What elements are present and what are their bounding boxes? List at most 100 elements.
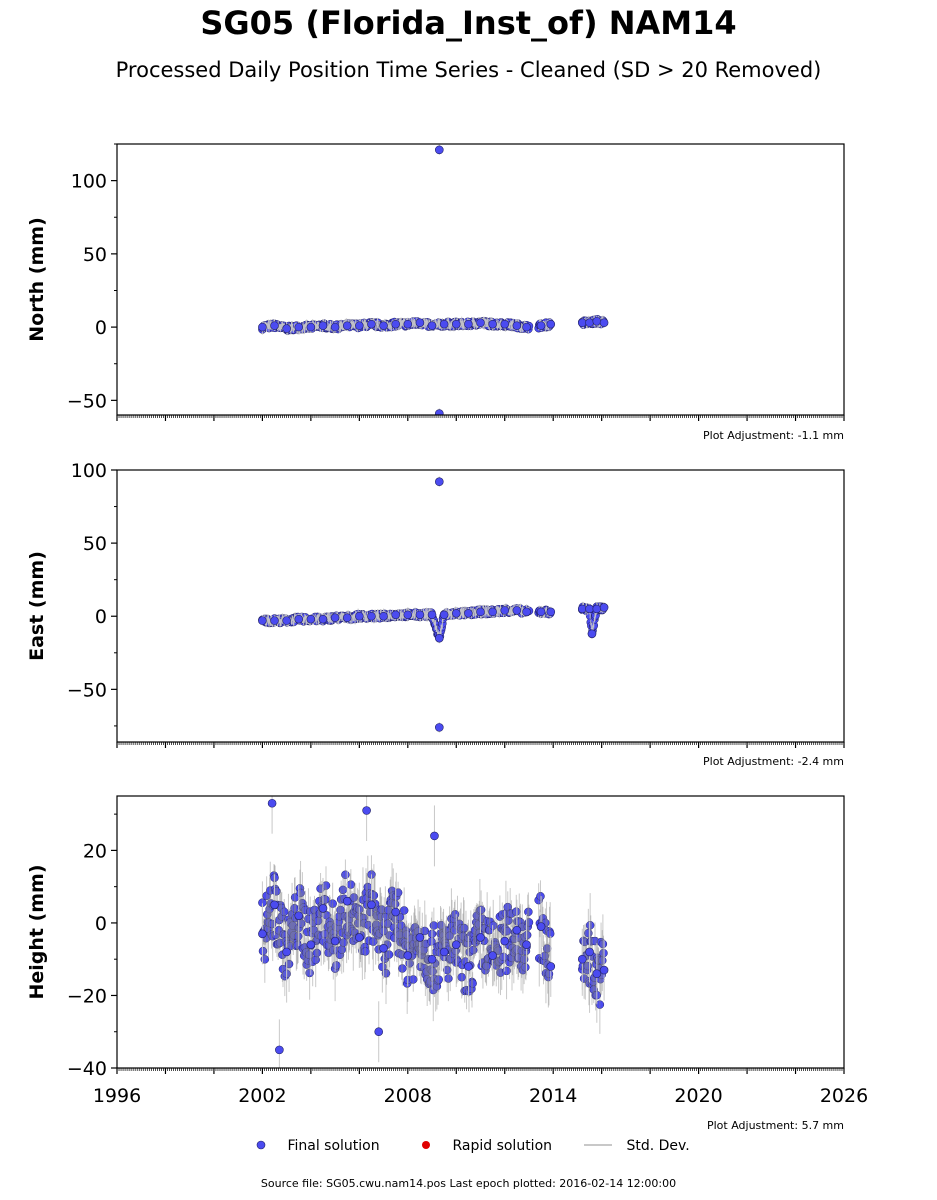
height-point <box>336 905 345 915</box>
north-ytick-label: 0 <box>95 317 107 339</box>
height-data-point <box>367 900 376 910</box>
height-data-point <box>500 936 510 946</box>
east-data-point <box>464 609 473 618</box>
height-point <box>522 930 532 940</box>
height-ytick-label: −20 <box>67 985 107 1007</box>
height-data-point <box>362 806 371 815</box>
east-ytick-label: 0 <box>95 606 107 628</box>
height-point <box>434 975 443 984</box>
north-ylabel: North (mm) <box>26 217 48 342</box>
height-data-point <box>403 951 413 960</box>
north-data-point <box>367 319 376 329</box>
east-data-point <box>536 607 546 617</box>
height-xtick-label: 2008 <box>384 1085 432 1107</box>
height-point <box>488 921 498 930</box>
height-point <box>258 946 268 956</box>
height-data-point <box>318 904 328 913</box>
height-xtick-label: 1996 <box>93 1085 141 1107</box>
east-data-point <box>258 616 267 625</box>
legend-rapid-label: Rapid solution <box>452 1138 553 1154</box>
north-data-point <box>306 322 316 332</box>
height-point <box>476 905 486 915</box>
north-data-point <box>488 319 497 329</box>
height-data-point <box>476 933 485 942</box>
east-data-point <box>294 614 304 624</box>
height-xtick-label: 2014 <box>529 1085 577 1107</box>
north-data-point <box>415 318 425 328</box>
height-point-cloud <box>258 870 608 1009</box>
height-data-point <box>592 969 602 979</box>
east-plot-adjustment: Plot Adjustment: -2.4 mm <box>703 755 844 768</box>
height-xtick-label: 2026 <box>820 1085 868 1107</box>
height-point <box>545 929 555 938</box>
height-data-point <box>599 965 609 975</box>
height-point <box>312 948 322 958</box>
legend-std-label: Std. Dev. <box>626 1138 690 1154</box>
height-point <box>384 950 394 959</box>
height-data-point <box>439 947 449 957</box>
height-data-point <box>585 947 594 957</box>
east-data-point <box>599 603 609 612</box>
height-point <box>293 932 303 941</box>
height-point <box>369 937 378 946</box>
north-data-point <box>464 319 473 329</box>
height-point <box>493 946 503 956</box>
east-data-point <box>522 607 531 617</box>
height-point <box>279 907 289 917</box>
north-data-point <box>476 318 485 328</box>
height-data-point <box>258 929 267 939</box>
north-data-point <box>427 321 437 330</box>
height-data-point <box>546 962 556 971</box>
height-ylabel: Height (mm) <box>26 864 48 999</box>
source-note: Source file: SG05.cwu.nam14.pos Last epo… <box>260 1177 677 1190</box>
east-data-point <box>355 611 364 621</box>
east-panel: −50 0 50 100 East (mm) <box>26 460 845 748</box>
east-data-point <box>476 607 485 617</box>
north-frame <box>116 143 845 416</box>
height-point <box>468 945 478 955</box>
height-data-point <box>391 907 400 917</box>
north-data-point <box>512 321 522 330</box>
north-data-point <box>330 322 340 332</box>
height-ytick-label: 20 <box>83 840 107 862</box>
east-ytick-label: −50 <box>67 679 107 701</box>
height-point <box>378 962 387 972</box>
height-ytick-label: −40 <box>67 1058 107 1080</box>
legend-rapid: Rapid solution <box>421 1138 552 1154</box>
east-data-point <box>577 604 587 614</box>
north-data-point <box>546 319 556 329</box>
height-data-point <box>415 933 425 942</box>
north-data-point <box>342 321 352 330</box>
north-ytick-label: −50 <box>67 390 107 412</box>
height-point <box>349 893 359 902</box>
legend-final-label: Final solution <box>287 1138 380 1154</box>
east-data-point <box>270 616 279 625</box>
height-panel: −40 −20 0 20 1996 2002 2008 2014 2020 2026 Height … <box>26 795 868 1107</box>
height-point <box>398 964 407 973</box>
height-data-point <box>427 954 437 964</box>
north-data-point <box>585 318 594 328</box>
north-panel: −50 0 50 100 North (mm) <box>26 143 845 421</box>
east-ytick-label: 50 <box>83 533 107 555</box>
height-data-point <box>282 947 291 957</box>
north-data-point <box>282 324 291 333</box>
north-data-point <box>318 321 328 330</box>
north-data-point <box>500 319 510 329</box>
north-data-point <box>439 319 449 329</box>
north-ytick-label: 100 <box>71 171 107 193</box>
north-data-point <box>435 145 444 155</box>
east-data-point <box>367 611 376 621</box>
north-data-point <box>592 316 602 326</box>
height-ytick-label: 0 <box>95 913 107 935</box>
height-data-point <box>451 940 461 949</box>
rapid-solution-marker-icon <box>422 1141 430 1149</box>
height-point <box>521 963 530 972</box>
east-data-point <box>592 604 602 614</box>
height-data-point <box>379 944 388 953</box>
height-point <box>584 928 593 938</box>
height-data-point <box>275 1045 284 1055</box>
east-data-point <box>342 613 352 622</box>
east-data-point <box>330 613 340 622</box>
east-data-point <box>318 614 328 624</box>
